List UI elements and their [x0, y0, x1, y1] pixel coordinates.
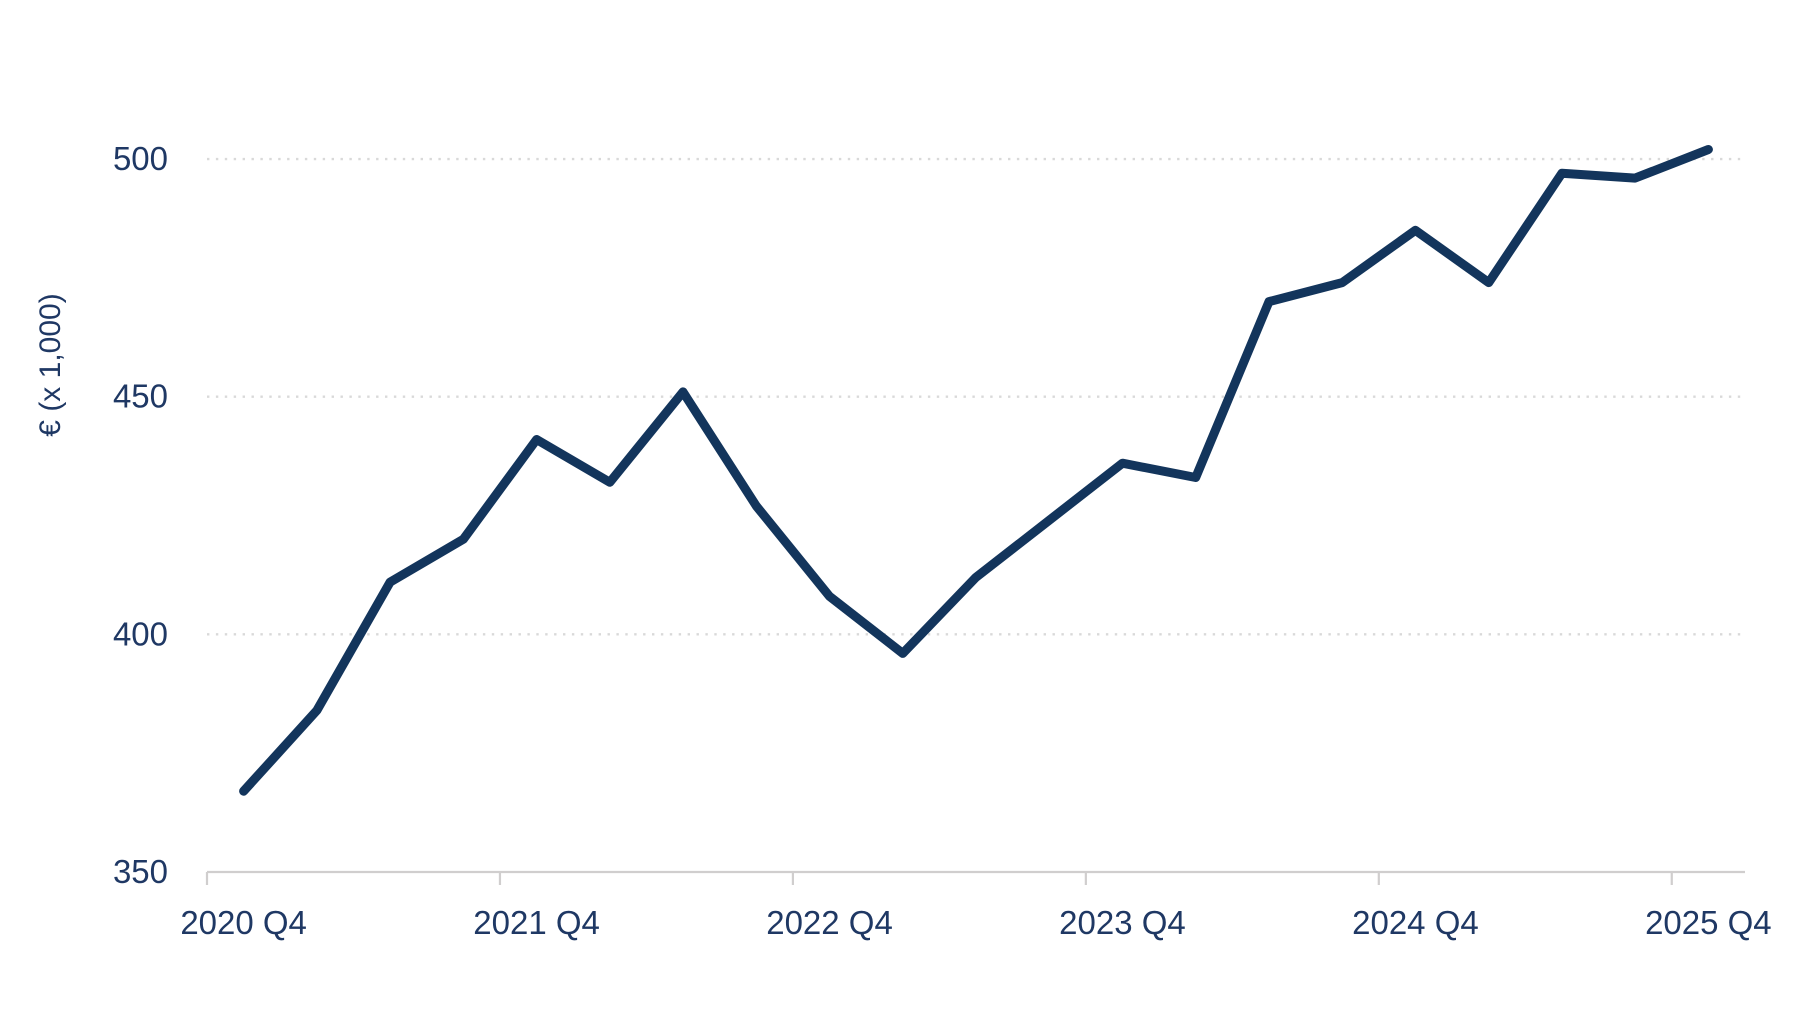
y-axis-title: € (x 1,000)	[34, 293, 67, 436]
y-tick-label: 350	[113, 853, 168, 890]
y-tick-label: 500	[113, 140, 168, 177]
x-tick-label: 2023 Q4	[1059, 904, 1186, 941]
x-tick-label: 2022 Q4	[766, 904, 893, 941]
data-series-line	[239, 145, 1713, 796]
x-tick-label: 2020 Q4	[180, 904, 307, 941]
y-tick-label: 450	[113, 378, 168, 415]
y-tick-label: 400	[113, 615, 168, 652]
x-tick-label: 2024 Q4	[1352, 904, 1479, 941]
x-tick-label: 2025 Q4	[1645, 904, 1772, 941]
x-tick-label: 2021 Q4	[473, 904, 600, 941]
